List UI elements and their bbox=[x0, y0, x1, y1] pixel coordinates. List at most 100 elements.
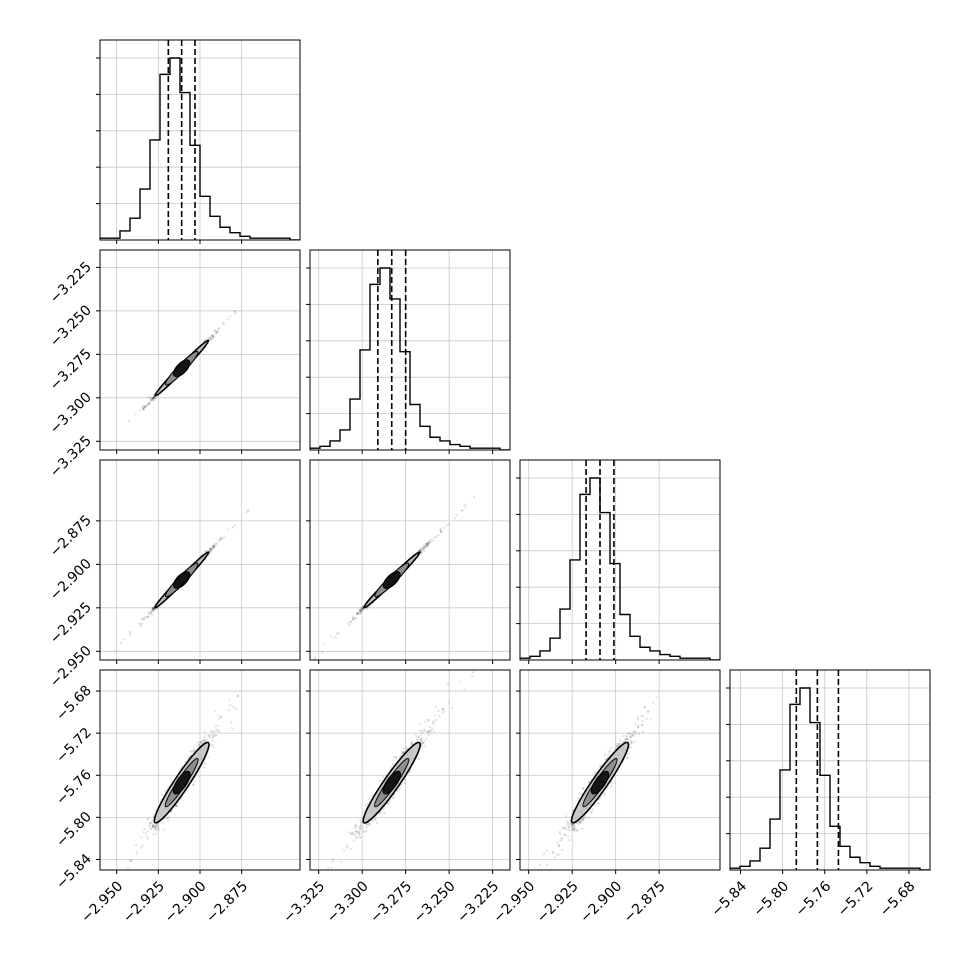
sample-point bbox=[213, 545, 216, 548]
sample-point bbox=[360, 608, 363, 611]
sample-point bbox=[154, 808, 157, 811]
sample-point bbox=[142, 407, 145, 410]
sample-point bbox=[154, 832, 158, 835]
sample-point bbox=[215, 330, 219, 333]
sample-point bbox=[460, 509, 463, 512]
sample-point bbox=[140, 625, 143, 628]
sample-point bbox=[146, 817, 149, 821]
sample-point bbox=[245, 511, 248, 514]
sample-point bbox=[151, 606, 154, 609]
sample-point bbox=[155, 827, 158, 830]
sample-point bbox=[152, 823, 155, 827]
panel-content bbox=[310, 250, 510, 450]
sample-point bbox=[359, 609, 362, 612]
sample-point bbox=[228, 698, 231, 701]
sample-point bbox=[153, 828, 156, 831]
y-tick-label: −3.325 bbox=[47, 433, 95, 481]
sample-point bbox=[128, 858, 131, 862]
sample-point bbox=[144, 832, 148, 835]
sample-point bbox=[247, 509, 250, 512]
sample-point bbox=[153, 398, 156, 402]
sample-point bbox=[199, 740, 203, 743]
y-tick-label: −3.300 bbox=[47, 389, 95, 437]
y-tick-label: −2.950 bbox=[47, 643, 95, 691]
sample-point bbox=[151, 396, 154, 399]
sample-point bbox=[150, 610, 153, 614]
sample-point bbox=[192, 783, 195, 786]
sample-point bbox=[419, 549, 422, 552]
sample-point bbox=[360, 606, 364, 609]
sample-point bbox=[139, 623, 142, 626]
sample-point bbox=[421, 547, 424, 550]
sample-point bbox=[143, 405, 146, 409]
sample-point bbox=[155, 829, 158, 832]
sample-point bbox=[147, 612, 151, 615]
sample-point bbox=[246, 510, 249, 513]
panel-frame bbox=[519, 459, 721, 661]
sample-point bbox=[152, 608, 155, 612]
sample-point bbox=[151, 399, 154, 402]
sample-point bbox=[198, 743, 201, 746]
panel-content bbox=[126, 694, 240, 869]
sample-point bbox=[215, 734, 218, 737]
panel-1-1 bbox=[306, 249, 511, 454]
sample-point bbox=[220, 537, 223, 540]
sample-point bbox=[147, 614, 150, 618]
sample-point bbox=[425, 542, 428, 545]
sample-point bbox=[148, 401, 151, 404]
sample-point bbox=[151, 613, 154, 616]
sample-point bbox=[148, 826, 151, 829]
sample-point bbox=[334, 636, 337, 639]
panel-2-0: −2.950−2.925−2.900−2.875 bbox=[47, 459, 301, 691]
panel-2-2 bbox=[516, 459, 721, 664]
sample-point bbox=[146, 837, 150, 840]
sample-point bbox=[214, 542, 217, 545]
sample-point bbox=[349, 620, 352, 623]
sample-point bbox=[356, 612, 359, 615]
sample-point bbox=[322, 643, 325, 646]
sample-point bbox=[214, 734, 217, 737]
sample-point bbox=[218, 539, 222, 542]
sample-point bbox=[419, 552, 423, 555]
sample-point bbox=[212, 545, 216, 548]
sample-point bbox=[146, 615, 149, 618]
sample-point bbox=[212, 543, 215, 546]
panel-content bbox=[127, 310, 237, 423]
sample-point bbox=[149, 611, 152, 614]
sample-point bbox=[358, 610, 362, 613]
sample-point bbox=[194, 780, 197, 783]
y-tick-label: −3.275 bbox=[47, 346, 95, 394]
sample-point bbox=[358, 608, 361, 611]
sample-point bbox=[161, 822, 165, 825]
sample-point bbox=[464, 503, 467, 506]
sample-point bbox=[419, 548, 422, 551]
sample-point bbox=[151, 608, 154, 611]
sample-point bbox=[137, 622, 141, 625]
sample-point bbox=[233, 310, 237, 313]
sample-point bbox=[153, 826, 157, 829]
sample-point bbox=[142, 617, 145, 620]
sample-point bbox=[190, 750, 193, 753]
sample-point bbox=[236, 695, 240, 698]
sample-point bbox=[149, 612, 152, 615]
sample-point bbox=[425, 542, 428, 546]
sample-point bbox=[196, 745, 199, 748]
sample-point bbox=[153, 396, 156, 399]
sample-point bbox=[234, 707, 237, 710]
sample-point bbox=[423, 550, 426, 553]
sample-point bbox=[422, 544, 426, 547]
sample-point bbox=[222, 323, 226, 326]
sample-point bbox=[214, 332, 217, 335]
sample-point bbox=[426, 543, 430, 546]
sample-point bbox=[216, 542, 219, 545]
sample-point bbox=[418, 549, 421, 553]
sample-point bbox=[209, 338, 212, 342]
sample-point bbox=[122, 638, 125, 641]
sample-point bbox=[209, 743, 212, 747]
sample-point bbox=[174, 804, 178, 808]
sample-point bbox=[153, 825, 156, 828]
sample-point bbox=[154, 397, 157, 400]
panel-3-0: −2.950−2.925−2.900−2.875−5.84−5.80−5.76−… bbox=[53, 669, 301, 926]
sample-point bbox=[222, 321, 225, 325]
